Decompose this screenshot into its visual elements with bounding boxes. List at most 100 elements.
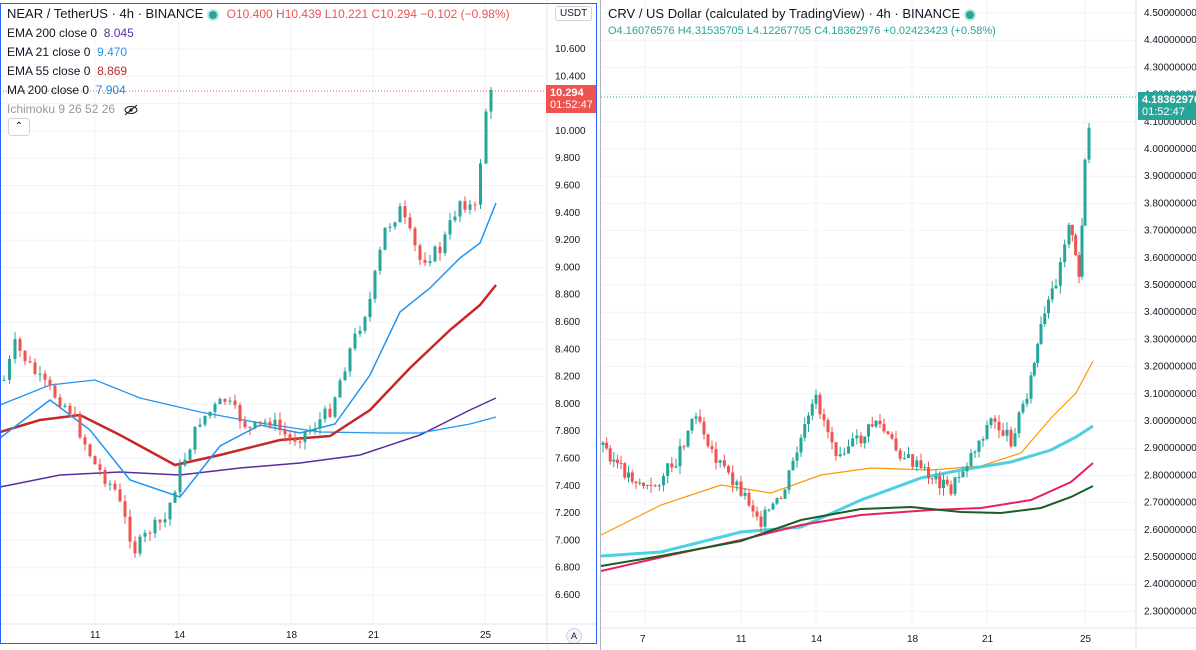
candle-body (919, 460, 923, 469)
candle-body (8, 358, 11, 380)
candle-body (198, 424, 202, 427)
indicator-ema200[interactable]: EMA 200 close 0 8.045 (7, 26, 134, 40)
candle-body (278, 419, 282, 430)
candle-body (118, 489, 122, 502)
candle-body (443, 234, 447, 254)
candle-body (1074, 235, 1078, 256)
crv-price-chart[interactable]: 4.500000004.400000004.300000004.20000000… (601, 0, 1196, 650)
price-tick-label: 7.600 (555, 454, 580, 465)
pane-divider[interactable] (600, 0, 601, 650)
candle-body (453, 216, 457, 221)
candle-body (623, 463, 627, 478)
price-tick-label: 2.90000000 (1144, 443, 1196, 454)
candle-body (969, 452, 973, 467)
candle-body (882, 424, 886, 432)
time-tick-label: 18 (286, 630, 298, 641)
candle-body (423, 259, 427, 263)
candle-body (1080, 225, 1084, 277)
currency-tag[interactable]: USDT (555, 6, 593, 21)
eye-hidden-icon[interactable] (124, 104, 138, 116)
candle-body (686, 430, 690, 447)
collapse-legend-button[interactable]: ⌃ (8, 118, 30, 136)
candle-body (735, 481, 739, 485)
candle-body (388, 226, 392, 228)
candle-body (48, 379, 52, 386)
price-tick-label: 8.600 (555, 317, 580, 328)
crv-last-price-badge: 4.18362976 01:52:47 (1138, 92, 1196, 120)
candle-body (989, 418, 993, 425)
candle-body (938, 475, 942, 489)
candle-body (173, 492, 177, 503)
candle-body (383, 227, 387, 250)
candle-body (233, 400, 237, 406)
candle-body (13, 339, 17, 359)
candle-body (870, 424, 874, 427)
candle-body (834, 442, 838, 457)
price-tick-label: 3.50000000 (1144, 280, 1196, 291)
candle-body (163, 519, 167, 523)
candle-body (108, 483, 112, 485)
candle-body (448, 220, 452, 235)
price-tick-label: 2.80000000 (1144, 470, 1196, 481)
ema21-line (0, 202, 497, 498)
candle-body (433, 246, 437, 262)
candle-body (373, 270, 377, 299)
candle-body (328, 408, 332, 417)
candle-body (973, 451, 977, 453)
candle-body (143, 532, 147, 537)
candle-body (258, 421, 262, 423)
indicator-ema21[interactable]: EMA 21 close 0 9.470 (7, 45, 128, 59)
candle-body (795, 452, 799, 461)
price-tick-label: 3.40000000 (1144, 307, 1196, 318)
candle-body (208, 411, 212, 416)
near-symbol-title[interactable]: NEAR / TetherUS · 4h · BINANCE (7, 6, 204, 21)
crv-chart-pane[interactable]: 4.500000004.400000004.300000004.20000000… (601, 0, 1196, 650)
time-tick-label: 21 (982, 634, 994, 645)
candle-body (771, 503, 775, 510)
indicator-ma200[interactable]: MA 200 close 0 7.904 (7, 83, 126, 97)
candle-body (18, 339, 22, 351)
candle-body (731, 472, 735, 485)
candle-body (662, 475, 665, 486)
price-tick-label: 4.10000000 (1144, 117, 1196, 128)
candle-body (479, 163, 482, 205)
candle-body (43, 373, 47, 380)
candle-body (223, 398, 227, 402)
candle-body (248, 427, 252, 429)
candle-body (807, 415, 810, 425)
candle-body (847, 446, 850, 454)
price-tick-label: 3.80000000 (1144, 198, 1196, 209)
candle-body (787, 470, 791, 490)
candle-body (273, 419, 277, 426)
candle-body (33, 362, 37, 374)
candle-body (263, 421, 267, 423)
candle-body (463, 201, 467, 210)
candle-body (890, 434, 894, 439)
candle-body (810, 403, 814, 416)
candle-body (977, 440, 981, 452)
near-price-chart[interactable]: 10.60010.40010.20010.0009.8009.6009.4009… (0, 0, 600, 650)
candle-body (293, 438, 297, 442)
candle-countdown: 01:52:47 (550, 99, 593, 111)
candle-body (368, 298, 372, 318)
candle-body (393, 222, 397, 227)
candle-body (965, 466, 969, 472)
candle-body (168, 502, 172, 520)
candle-body (751, 505, 755, 512)
indicator-ichimoku[interactable]: Ichimoku 9 26 52 26 (7, 100, 510, 119)
crv-symbol-title[interactable]: CRV / US Dollar (calculated by TradingVi… (608, 6, 961, 21)
price-tick-label: 3.20000000 (1144, 362, 1196, 373)
price-tick-label: 4.50000000 (1144, 8, 1196, 19)
crv-legend: CRV / US Dollar (calculated by TradingVi… (608, 4, 996, 38)
candle-body (88, 444, 92, 457)
price-tick-label: 6.800 (555, 563, 580, 574)
auto-scale-button[interactable]: A (566, 628, 582, 644)
candle-body (358, 330, 362, 334)
candle-body (178, 465, 182, 493)
candle-body (188, 449, 192, 460)
candle-body (1063, 244, 1067, 263)
near-chart-pane[interactable]: 10.60010.40010.20010.0009.8009.6009.4009… (0, 0, 600, 650)
ma200-line (0, 379, 497, 434)
indicator-ema55[interactable]: EMA 55 close 0 8.869 (7, 64, 128, 78)
price-tick-label: 9.600 (555, 181, 580, 192)
